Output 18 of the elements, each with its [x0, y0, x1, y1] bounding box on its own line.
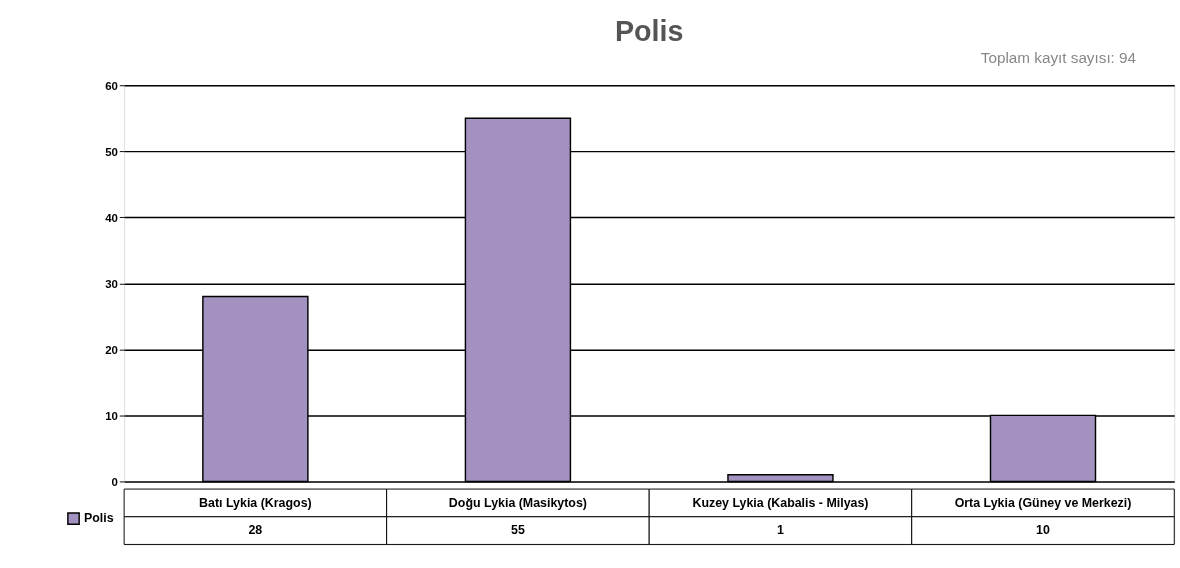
y-tick-label: 40: [105, 211, 118, 224]
x-tick-label: Kuzey Lykia (Kabalis - Milyas): [692, 495, 869, 510]
legend-label: Polis: [84, 511, 114, 526]
data-label: 28: [248, 523, 263, 538]
data-label: 1: [777, 523, 785, 538]
y-tick-label: 60: [105, 79, 118, 92]
y-tick-label: 30: [105, 277, 118, 290]
chart-title: Polis: [614, 15, 684, 48]
y-tick-label: 10: [105, 409, 118, 422]
y-tick-label: 50: [105, 145, 118, 158]
y-tick-label: 20: [105, 343, 118, 356]
x-tick-label: Doğu Lykia (Masikytos): [448, 495, 587, 510]
x-tick-label: Batı Lykia (Kragos): [199, 495, 312, 510]
y-tick-label: 0: [111, 475, 118, 488]
data-label: 55: [511, 523, 525, 538]
text: Toplam kayıt sayısı: 94: [980, 49, 1137, 67]
x-tick-label: Orta Lykia (Güney ve Merkezi): [954, 495, 1132, 510]
data-label: 10: [1036, 523, 1050, 538]
